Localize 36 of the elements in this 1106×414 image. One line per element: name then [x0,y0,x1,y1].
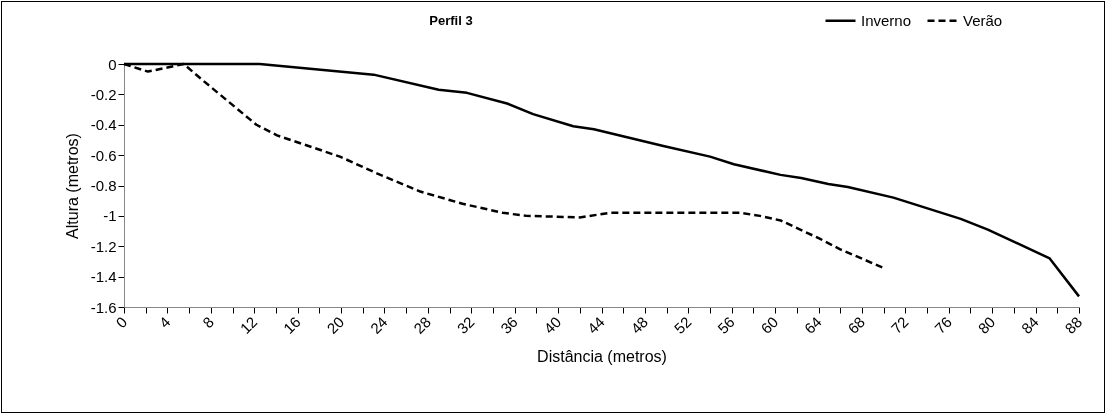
x-tick-label: 12 [236,313,261,337]
y-tick-label: -1.6 [90,298,117,316]
y-axis-title: Altura (metros) [63,133,81,239]
x-tick-label: 76 [931,313,955,337]
x-tick-label: 36 [497,313,521,337]
x-tick-label: 68 [844,313,869,337]
x-tick-label: 64 [800,313,825,337]
x-tick-label: 56 [714,313,738,337]
x-tick-label: 72 [887,313,912,337]
x-tick-label: 60 [757,313,782,337]
y-tick-label: -0.2 [90,85,117,103]
x-tick-label: 24 [366,313,391,337]
y-tick-label: -1 [103,207,117,225]
y-tick-label: -0.6 [90,146,117,164]
legend-label: Verão [963,11,1003,29]
y-tick-label: -1.2 [90,237,117,255]
x-tick-label: 4 [155,313,174,332]
x-axis-title: Distância (metros) [537,347,667,365]
y-tick-label: -0.8 [90,177,117,194]
x-tick-label: 48 [627,313,652,337]
legend-label: Inverno [861,11,912,29]
x-tick-label: 28 [410,313,435,337]
y-tick-label: 0 [108,55,117,73]
x-tick-label: 40 [540,313,565,337]
x-tick-label: 8 [199,313,217,332]
chart-title: Perfil 3 [429,13,473,28]
x-tick-label: 84 [1017,313,1042,337]
y-tick-label: -0.4 [90,116,117,134]
y-tick-label: -1.4 [90,268,117,286]
x-tick-label: 52 [670,313,695,337]
x-tick-label: 88 [1061,313,1086,337]
x-tick-label: 20 [323,313,348,337]
x-tick-label: 80 [974,313,999,337]
x-tick-label: 44 [583,313,608,337]
x-tick-label: 32 [453,313,478,337]
x-tick-label: 16 [279,313,304,337]
